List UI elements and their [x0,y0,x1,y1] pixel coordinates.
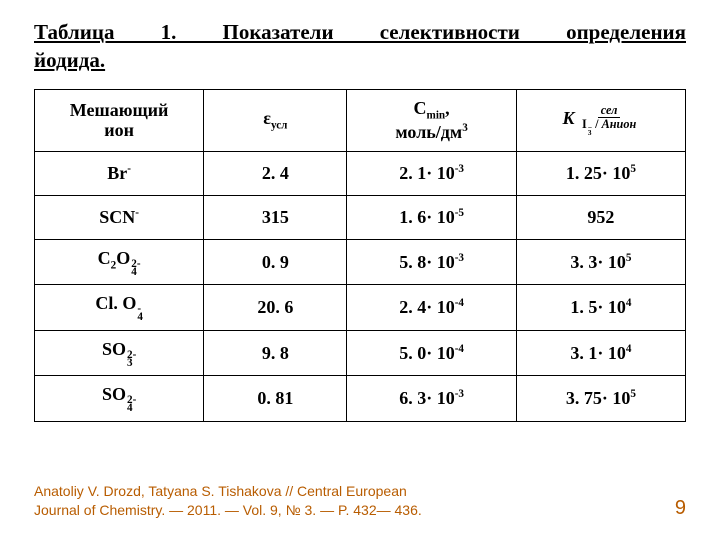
cell-ion: Br- [35,151,204,195]
caption-line1: Таблица 1. Показатели селективности опре… [34,20,686,44]
cell-k: 3. 1· 104 [516,330,685,376]
table-row: SO2-40. 816. 3· 10-33. 75· 105 [35,376,686,422]
citation: Anatoliy V. Drozd, Tatyana S. Tishakova … [34,482,422,520]
cell-eps: 20. 6 [204,285,347,331]
cell-cmin: 2. 1· 10-3 [347,151,516,195]
citation-line2: Journal of Chemistry. — 2011. — Vol. 9, … [34,502,422,518]
cell-eps: 315 [204,195,347,239]
table-row: SO2-39. 85. 0· 10-43. 1· 104 [35,330,686,376]
page-number: 9 [675,497,686,520]
table-header-row: Мешающий ион εусл Сmin, моль/дм3 K сел I… [35,89,686,151]
table-row: Cl. O-420. 62. 4· 10-41. 5· 104 [35,285,686,331]
cell-eps: 2. 4 [204,151,347,195]
cell-ion: C2O2-4 [35,239,204,285]
col-header-ion: Мешающий ион [35,89,204,151]
col-header-eps: εусл [204,89,347,151]
cell-eps: 9. 8 [204,330,347,376]
cell-cmin: 1. 6· 10-5 [347,195,516,239]
cell-eps: 0. 81 [204,376,347,422]
cell-cmin: 6. 3· 10-3 [347,376,516,422]
cell-ion: SO2-4 [35,376,204,422]
cell-cmin: 2. 4· 10-4 [347,285,516,331]
selectivity-table: Мешающий ион εусл Сmin, моль/дм3 K сел I… [34,89,686,422]
cell-ion: SCN- [35,195,204,239]
citation-line1: Anatoliy V. Drozd, Tatyana S. Tishakova … [34,483,407,499]
cell-k: 1. 25· 105 [516,151,685,195]
col-header-k: K сел I−3 / Анион [516,89,685,151]
cell-k: 3. 3· 105 [516,239,685,285]
cell-ion: Cl. O-4 [35,285,204,331]
cell-k: 1. 5· 104 [516,285,685,331]
cell-k: 952 [516,195,685,239]
caption-line2: йодида. [34,48,105,72]
table-row: Br-2. 42. 1· 10-31. 25· 105 [35,151,686,195]
cell-ion: SO2-3 [35,330,204,376]
table-row: C2O2-40. 95. 8· 10-33. 3· 105 [35,239,686,285]
cell-cmin: 5. 8· 10-3 [347,239,516,285]
table-row: SCN-3151. 6· 10-5952 [35,195,686,239]
cell-cmin: 5. 0· 10-4 [347,330,516,376]
k-fraction: сел I−3 / Анион [579,104,639,136]
col-header-cmin: Сmin, моль/дм3 [347,89,516,151]
cell-eps: 0. 9 [204,239,347,285]
cell-k: 3. 75· 105 [516,376,685,422]
table-caption: Таблица 1. Показатели селективности опре… [34,18,686,75]
